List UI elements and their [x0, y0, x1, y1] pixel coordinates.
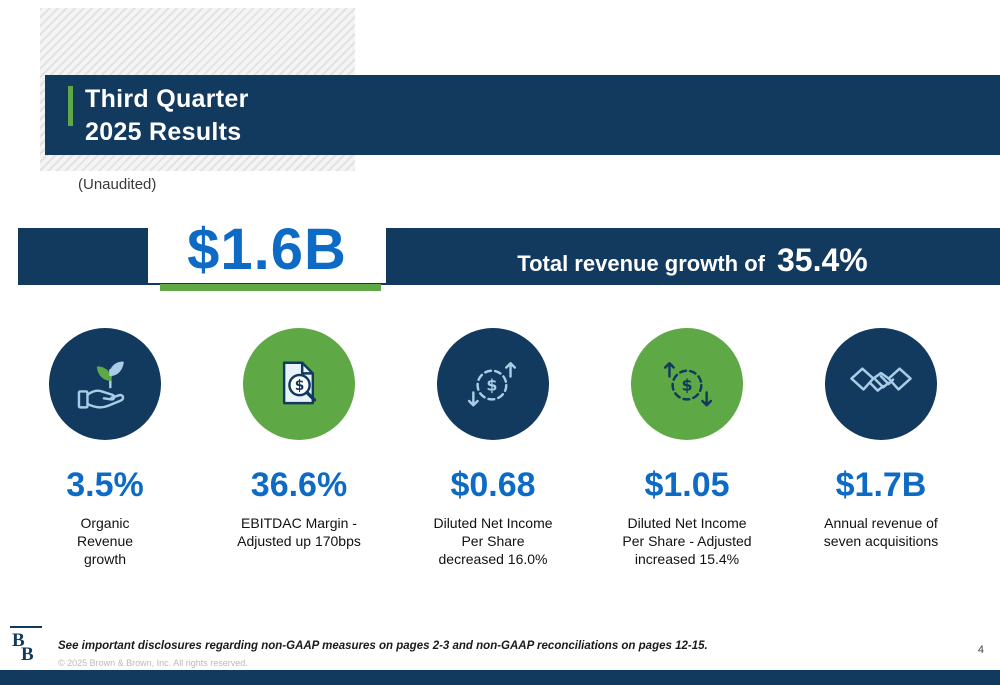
metric-value: 3.5%	[66, 466, 144, 504]
metric-circle	[825, 328, 937, 440]
metric-caption: Annual revenue of seven acquisitions	[823, 515, 939, 550]
dollar-glyph: $	[295, 378, 305, 394]
metric-organic-revenue: 3.5% Organic Revenue growth	[8, 328, 202, 569]
metric-circle	[49, 328, 161, 440]
metric-circle: $	[631, 328, 743, 440]
dollar-glyph: $	[486, 375, 497, 394]
logo-letter-b2: B	[21, 644, 34, 665]
dollar-glyph: $	[681, 375, 692, 394]
brown-and-brown-logo: B B	[10, 626, 42, 672]
document-dollar-magnifier-icon: $	[282, 361, 317, 405]
dollar-cycle-decrease-icon: $	[467, 362, 517, 407]
dollar-cycle-increase-icon: $	[663, 362, 713, 407]
metric-diluted-eps-adjusted: $ $1.05 Diluted Net Income Per Share - A…	[590, 328, 784, 569]
unaudited-label: (Unaudited)	[78, 176, 157, 193]
metric-ebitdac-margin: $ 36.6% EBITDAC Margin - Adjusted up 170…	[202, 328, 396, 569]
page-number: 4	[977, 644, 984, 656]
metric-caption: EBITDAC Margin - Adjusted up 170bps	[237, 515, 361, 550]
metric-caption: Diluted Net Income Per Share decreased 1…	[433, 515, 553, 568]
metric-circle: $	[437, 328, 549, 440]
metric-caption: Organic Revenue growth	[76, 515, 134, 568]
disclosure-text: See important disclosures regarding non-…	[58, 640, 708, 652]
metric-value: 36.6%	[250, 466, 348, 504]
metric-diluted-eps: $ $0.68 Diluted Net Income Per Share dec…	[396, 328, 590, 569]
metric-acquisitions: $1.7B Annual revenue of seven acquisitio…	[784, 328, 978, 569]
metric-value: $1.7B	[835, 466, 927, 504]
metric-value: $1.05	[644, 466, 730, 504]
banner-caption-text: Total revenue growth of	[517, 251, 765, 276]
hero-value-box: $1.6B	[148, 216, 386, 283]
metric-value: $0.68	[450, 466, 536, 504]
handshake-icon	[850, 367, 912, 392]
title-band: Third Quarter 2025 Results	[45, 75, 1000, 155]
title-accent-bar	[68, 86, 73, 126]
banner-growth-value: 35.4%	[776, 242, 868, 278]
metrics-row: 3.5% Organic Revenue growth $ 36.6% EBIT…	[8, 328, 978, 569]
title-line-2: 2025 Results	[85, 117, 242, 146]
copyright-text: © 2025 Brown & Brown, Inc. All rights re…	[58, 658, 248, 668]
banner-caption: Total revenue growth of 35.4%	[400, 234, 985, 282]
metric-circle: $	[243, 328, 355, 440]
title-line-1: Third Quarter	[85, 85, 249, 113]
logo-letter-b1: B	[12, 630, 25, 651]
bottom-bar	[0, 670, 1000, 685]
metric-caption: Diluted Net Income Per Share - Adjusted …	[622, 515, 752, 568]
page-title: Third Quarter 2025 Results	[85, 83, 249, 148]
hero-revenue-value: $1.6B	[187, 217, 347, 282]
hero-underline	[160, 284, 381, 291]
hand-plant-icon	[77, 361, 125, 409]
